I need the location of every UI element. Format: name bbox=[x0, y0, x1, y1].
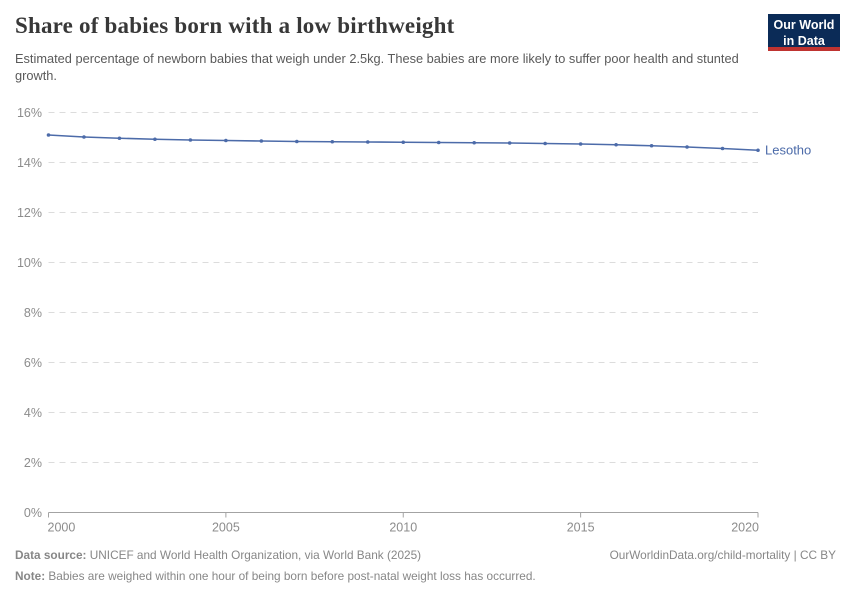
data-source-label: Data source: bbox=[15, 548, 87, 562]
owid-logo: Our World in Data bbox=[768, 14, 840, 51]
y-axis-tick-label: 2% bbox=[24, 456, 42, 470]
data-point-marker[interactable] bbox=[401, 140, 406, 145]
note-label: Note: bbox=[15, 569, 46, 583]
data-point-marker[interactable] bbox=[188, 138, 193, 142]
note-line: Note: Babies are weighed within one hour… bbox=[15, 569, 536, 583]
note-text: Babies are weighed within one hour of be… bbox=[45, 569, 536, 583]
data-point-marker[interactable] bbox=[472, 140, 477, 145]
y-axis-tick-label: 10% bbox=[17, 256, 42, 270]
data-point-marker[interactable] bbox=[614, 142, 618, 147]
data-point-marker[interactable] bbox=[153, 137, 157, 142]
x-axis-tick-label: 2010 bbox=[389, 521, 417, 535]
data-point-marker[interactable] bbox=[224, 138, 228, 143]
chart-subtitle: Estimated percentage of newborn babies t… bbox=[15, 51, 739, 83]
data-source-line: Data source: UNICEF and World Health Org… bbox=[15, 548, 421, 562]
x-axis-tick-label: 2005 bbox=[212, 521, 240, 535]
y-axis-tick-label: 12% bbox=[17, 206, 42, 220]
y-axis-tick-label: 4% bbox=[24, 406, 42, 420]
data-source-text: UNICEF and World Health Organization, vi… bbox=[86, 548, 422, 562]
data-point-marker[interactable] bbox=[756, 148, 760, 153]
owid-logo-line1: Our World bbox=[773, 18, 835, 32]
chart-title: Share of babies born with a low birthwei… bbox=[15, 13, 455, 38]
data-point-marker[interactable] bbox=[330, 139, 335, 144]
data-point-marker[interactable] bbox=[365, 140, 370, 144]
data-point-marker[interactable] bbox=[117, 136, 122, 141]
y-axis-tick-label: 14% bbox=[17, 156, 42, 170]
x-axis-tick-label: 2020 bbox=[731, 521, 759, 535]
data-point-marker[interactable] bbox=[720, 146, 725, 151]
y-axis-tick-label: 16% bbox=[17, 106, 42, 120]
x-axis-tick-label: 2000 bbox=[48, 521, 76, 535]
data-point-marker[interactable] bbox=[436, 140, 441, 145]
data-point-marker[interactable] bbox=[82, 135, 86, 139]
attribution-text: OurWorldinData.org/child-mortality | CC … bbox=[609, 548, 836, 562]
series-label-lesotho[interactable]: Lesotho bbox=[765, 142, 811, 157]
data-point-marker[interactable] bbox=[507, 141, 512, 145]
data-point-marker[interactable] bbox=[259, 139, 264, 143]
x-axis-tick-label: 2015 bbox=[567, 521, 595, 535]
y-axis-tick-label: 0% bbox=[24, 506, 42, 520]
y-axis-tick-label: 6% bbox=[24, 356, 42, 370]
data-point-marker[interactable] bbox=[543, 141, 547, 146]
data-point-marker[interactable] bbox=[295, 139, 299, 144]
data-point-marker[interactable] bbox=[46, 133, 51, 137]
data-point-marker[interactable] bbox=[649, 143, 654, 148]
data-point-marker[interactable] bbox=[578, 142, 583, 146]
owid-logo-line2: in Data bbox=[783, 33, 825, 48]
y-axis-tick-label: 8% bbox=[24, 306, 42, 320]
data-point-marker[interactable] bbox=[685, 145, 689, 149]
